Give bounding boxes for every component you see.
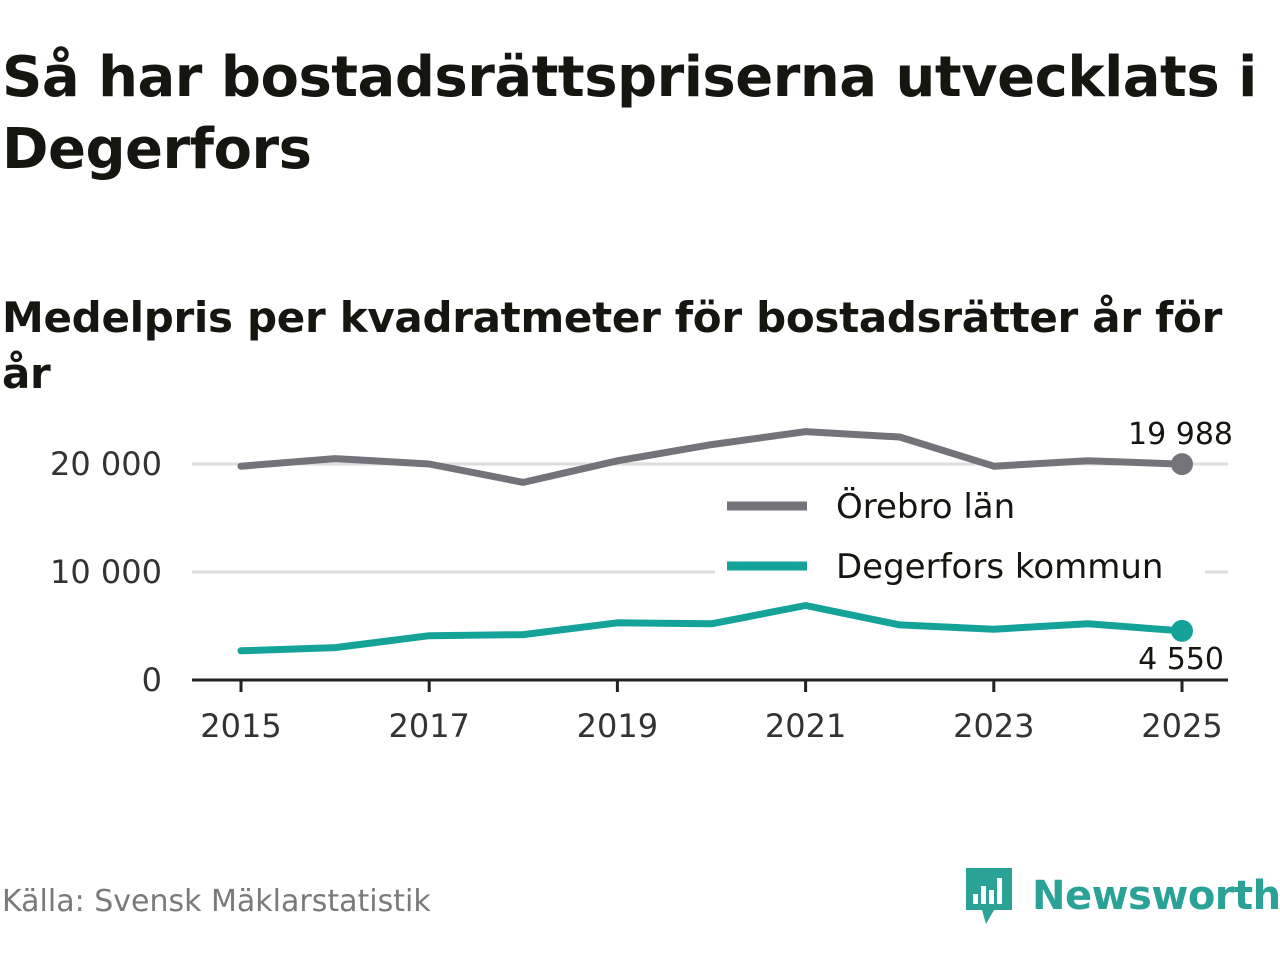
x-tick-label: 2021 [765,707,846,745]
legend-label: Degerfors kommun [836,547,1163,587]
series-end-point-1 [1171,619,1193,642]
newsworthy-logo-text: Newsworthy [1032,873,1280,919]
x-tick-label: 2025 [1141,707,1222,745]
y-tick-label: 10 000 [50,553,162,591]
y-tick-label: 0 [142,661,162,699]
y-tick-label: 20 000 [50,445,162,483]
chart-title: Så har bostadsrättspriserna utvecklats i… [2,45,1257,182]
legend-background [715,480,1205,595]
source-note: Källa: Svensk Mäklarstatistik [2,884,431,919]
x-tick-label: 2019 [577,707,658,745]
newsworthy-logo-icon [966,868,1012,924]
x-tick-label: 2017 [388,707,469,745]
chart-subtitle: Medelpris per kvadratmeter för bostadsrä… [2,293,1223,398]
legend-label: Örebro län [836,486,1015,527]
series-end-label-0: 19 988 [1128,417,1233,452]
series-end-label-1: 4 550 [1138,642,1224,677]
series-end-point-0 [1171,453,1193,476]
series-line-0 [237,428,1186,486]
x-tick-label: 2015 [200,707,281,745]
series-line-1 [237,602,1186,655]
line-chart: 0 10 000 20 000 2015 2017 2019 2021 2023 2025 Öre… [50,417,1233,745]
newsworthy-logo: Newsworthy [964,866,1280,926]
x-tick-label: 2023 [953,707,1034,745]
